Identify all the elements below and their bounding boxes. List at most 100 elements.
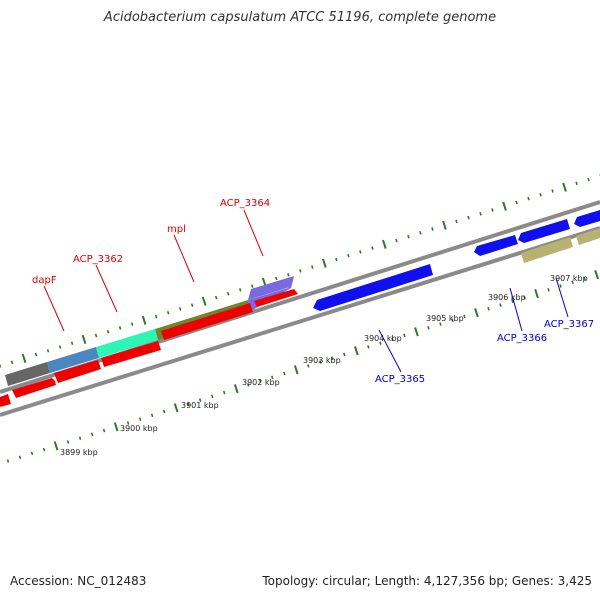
minor-tick	[539, 193, 542, 197]
minor-tick	[431, 227, 434, 231]
minor-tick	[198, 398, 202, 402]
topology-text: Topology: circular; Length: 4,127,356 bp…	[262, 574, 592, 588]
minor-tick	[239, 288, 242, 292]
major-tick	[113, 422, 119, 432]
minor-tick	[347, 253, 350, 258]
gene-steelblue[interactable]	[47, 347, 99, 373]
gene-red-3[interactable]	[101, 341, 161, 367]
gene-label-acp3362: ACP_3362	[73, 254, 123, 265]
minor-tick	[58, 345, 62, 349]
minor-tick	[0, 364, 2, 368]
minor-tick	[331, 356, 334, 361]
minor-tick	[162, 409, 166, 414]
minor-tick	[166, 310, 170, 315]
minor-tick	[487, 307, 490, 311]
minor-tick	[42, 447, 46, 452]
minor-tick	[102, 428, 106, 433]
major-tick	[173, 403, 179, 413]
minor-tick	[214, 295, 218, 300]
gene-red-5[interactable]	[254, 289, 298, 307]
scale-label-3902: 3902 kbp	[242, 378, 280, 387]
minor-tick	[118, 326, 122, 330]
gene-label-mpl: mpl	[167, 224, 186, 235]
major-tick	[21, 353, 27, 363]
minor-tick	[126, 421, 130, 425]
accession-text: Accession: NC_012483	[10, 574, 147, 588]
minor-tick	[78, 436, 82, 440]
minor-tick	[335, 257, 338, 262]
minor-tick	[287, 272, 290, 277]
minor-tick	[259, 379, 262, 383]
gene-blue-3366b[interactable]	[518, 219, 570, 243]
scale-label-3901: 3901 kbp	[181, 401, 219, 410]
gene-gray[interactable]	[5, 362, 50, 386]
scale-label-3905: 3905 kbp	[426, 314, 464, 323]
minor-tick	[559, 284, 562, 288]
minor-tick	[491, 208, 494, 212]
minor-tick	[311, 265, 314, 269]
major-tick	[442, 220, 447, 230]
gene-red-1[interactable]	[12, 378, 56, 398]
minor-tick	[319, 360, 322, 364]
gene-red-4[interactable]	[161, 303, 253, 340]
gene-label-dapF: dapF	[32, 275, 57, 286]
minor-tick	[427, 326, 430, 330]
minor-tick	[90, 432, 94, 437]
scale-label-3904: 3904 kbp	[364, 334, 402, 343]
minor-tick	[551, 189, 554, 193]
outer-tick-track	[0, 174, 600, 368]
gene-aqua[interactable]	[96, 329, 158, 358]
minor-tick	[222, 390, 226, 395]
scale-label-3900: 3900 kbp	[120, 424, 158, 433]
minor-tick	[379, 341, 382, 345]
gene-red-2[interactable]	[54, 360, 101, 383]
gene-blue-3367[interactable]	[574, 210, 600, 227]
gene-khaki-2[interactable]	[576, 228, 600, 245]
minor-tick	[367, 345, 370, 349]
gene-blue-3365[interactable]	[313, 264, 433, 311]
minor-tick	[34, 352, 38, 357]
minor-tick	[178, 307, 182, 311]
minor-tick	[463, 314, 466, 319]
minor-tick	[571, 280, 574, 284]
minor-tick	[66, 440, 70, 444]
minor-tick	[150, 413, 154, 418]
minor-tick	[283, 371, 286, 376]
major-tick	[81, 334, 87, 344]
major-tick	[322, 258, 327, 268]
minor-tick	[130, 322, 134, 326]
scale-label-3903: 3903 kbp	[303, 356, 341, 365]
major-tick	[382, 239, 387, 249]
minor-tick	[343, 352, 346, 357]
minor-tick	[403, 333, 406, 338]
minor-tick	[547, 288, 550, 292]
gene-label-acp3367: ACP_3367	[544, 319, 594, 330]
major-tick	[354, 346, 359, 356]
major-tick	[141, 315, 147, 325]
gene-blue-3366[interactable]	[474, 235, 518, 256]
gene-khaki-1[interactable]	[521, 237, 573, 263]
inner-tick-track	[6, 269, 599, 463]
minor-tick	[190, 303, 194, 307]
minor-tick	[251, 284, 254, 288]
feature-row-reverse	[313, 210, 600, 311]
minor-tick	[275, 276, 278, 281]
minor-tick	[18, 455, 22, 459]
minor-tick	[210, 394, 214, 399]
minor-tick	[299, 269, 302, 273]
major-tick	[474, 308, 479, 318]
major-tick	[414, 327, 419, 337]
minor-tick	[6, 459, 10, 463]
minor-tick	[307, 364, 310, 368]
minor-tick	[587, 177, 590, 182]
gene-red-0[interactable]	[0, 394, 11, 407]
minor-tick	[138, 417, 142, 421]
minor-tick	[419, 231, 422, 235]
minor-tick	[10, 360, 14, 364]
minor-tick	[247, 383, 250, 387]
minor-tick	[106, 329, 110, 334]
major-tick	[201, 296, 207, 306]
major-tick	[293, 365, 299, 375]
minor-tick	[70, 341, 74, 345]
genome-backbone	[0, 200, 600, 417]
